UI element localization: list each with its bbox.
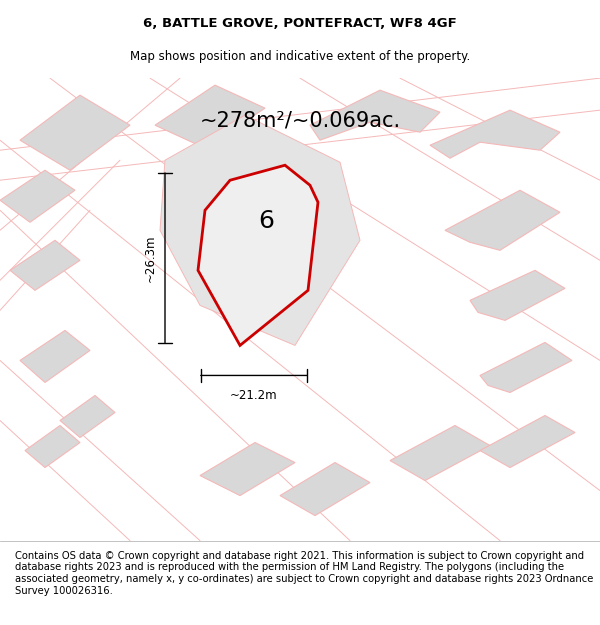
Polygon shape [445,190,560,250]
Polygon shape [155,85,265,148]
Polygon shape [0,170,75,222]
Text: ~26.3m: ~26.3m [144,234,157,282]
Polygon shape [60,396,115,437]
Text: 6: 6 [259,209,275,233]
Text: Map shows position and indicative extent of the property.: Map shows position and indicative extent… [130,50,470,62]
Polygon shape [280,462,370,516]
Text: ~21.2m: ~21.2m [230,389,278,402]
Polygon shape [20,95,130,170]
Polygon shape [470,271,565,321]
Polygon shape [390,426,490,481]
Text: Contains OS data © Crown copyright and database right 2021. This information is : Contains OS data © Crown copyright and d… [15,551,593,596]
Polygon shape [198,165,318,346]
Polygon shape [160,115,360,346]
Polygon shape [480,416,575,468]
Polygon shape [20,331,90,382]
Polygon shape [25,426,80,468]
Polygon shape [480,342,572,392]
Polygon shape [200,442,295,496]
Polygon shape [430,110,560,158]
Text: 6, BATTLE GROVE, PONTEFRACT, WF8 4GF: 6, BATTLE GROVE, PONTEFRACT, WF8 4GF [143,17,457,30]
Text: ~278m²/~0.069ac.: ~278m²/~0.069ac. [199,110,401,130]
Polygon shape [10,240,80,291]
Polygon shape [310,90,440,140]
